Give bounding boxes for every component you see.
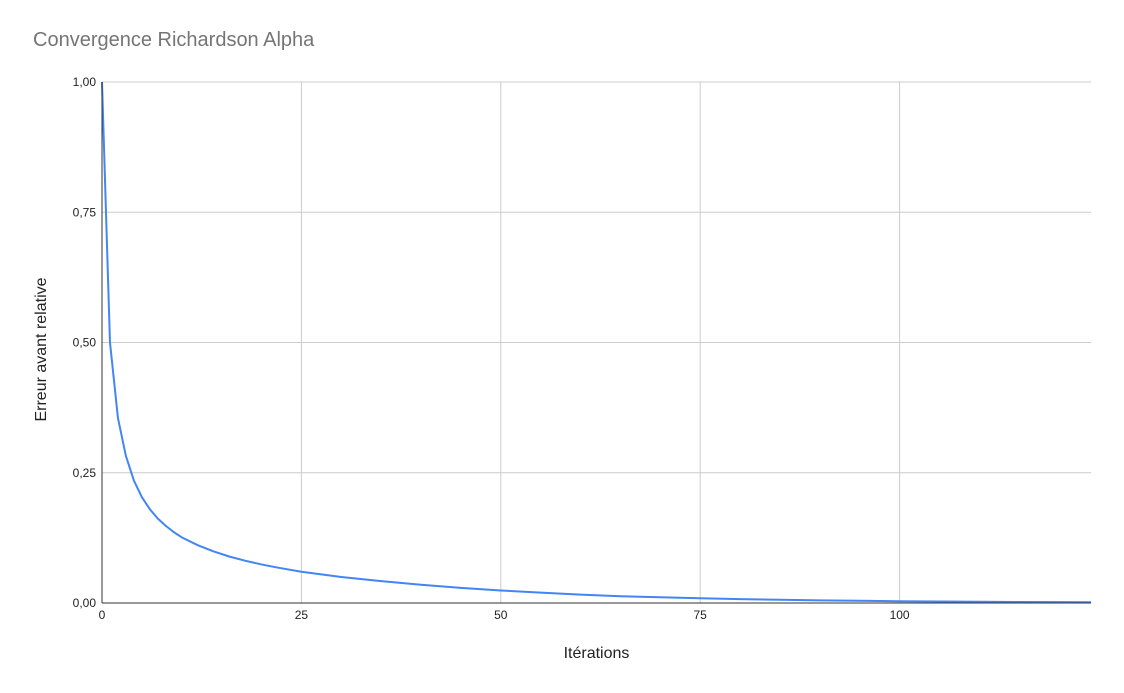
x-tick-label: 100 bbox=[890, 608, 910, 622]
grid-lines bbox=[102, 81, 1091, 603]
y-tick-label: 0,25 bbox=[73, 466, 97, 480]
y-tick-label: 0,00 bbox=[73, 596, 97, 610]
y-tick-label: 1,00 bbox=[73, 75, 97, 89]
y-tick-label: 0,75 bbox=[73, 205, 97, 219]
chart-title: Convergence Richardson Alpha bbox=[33, 29, 315, 51]
x-tick-label: 25 bbox=[295, 608, 309, 622]
x-tick-label: 0 bbox=[99, 608, 106, 622]
axes bbox=[101, 82, 1091, 604]
x-axis-title: Itérations bbox=[564, 645, 630, 662]
x-tick-label: 50 bbox=[494, 608, 508, 622]
y-axis-title: Erreur avant relative bbox=[33, 277, 50, 421]
series-layer bbox=[101, 81, 1092, 604]
y-tick-label: 0,50 bbox=[73, 336, 97, 350]
series-line bbox=[101, 81, 1092, 604]
tick-labels: 0,00 0,25 0,50 0,75 1,00 0 25 50 75 100 bbox=[73, 75, 910, 622]
x-tick-label: 75 bbox=[694, 608, 708, 622]
